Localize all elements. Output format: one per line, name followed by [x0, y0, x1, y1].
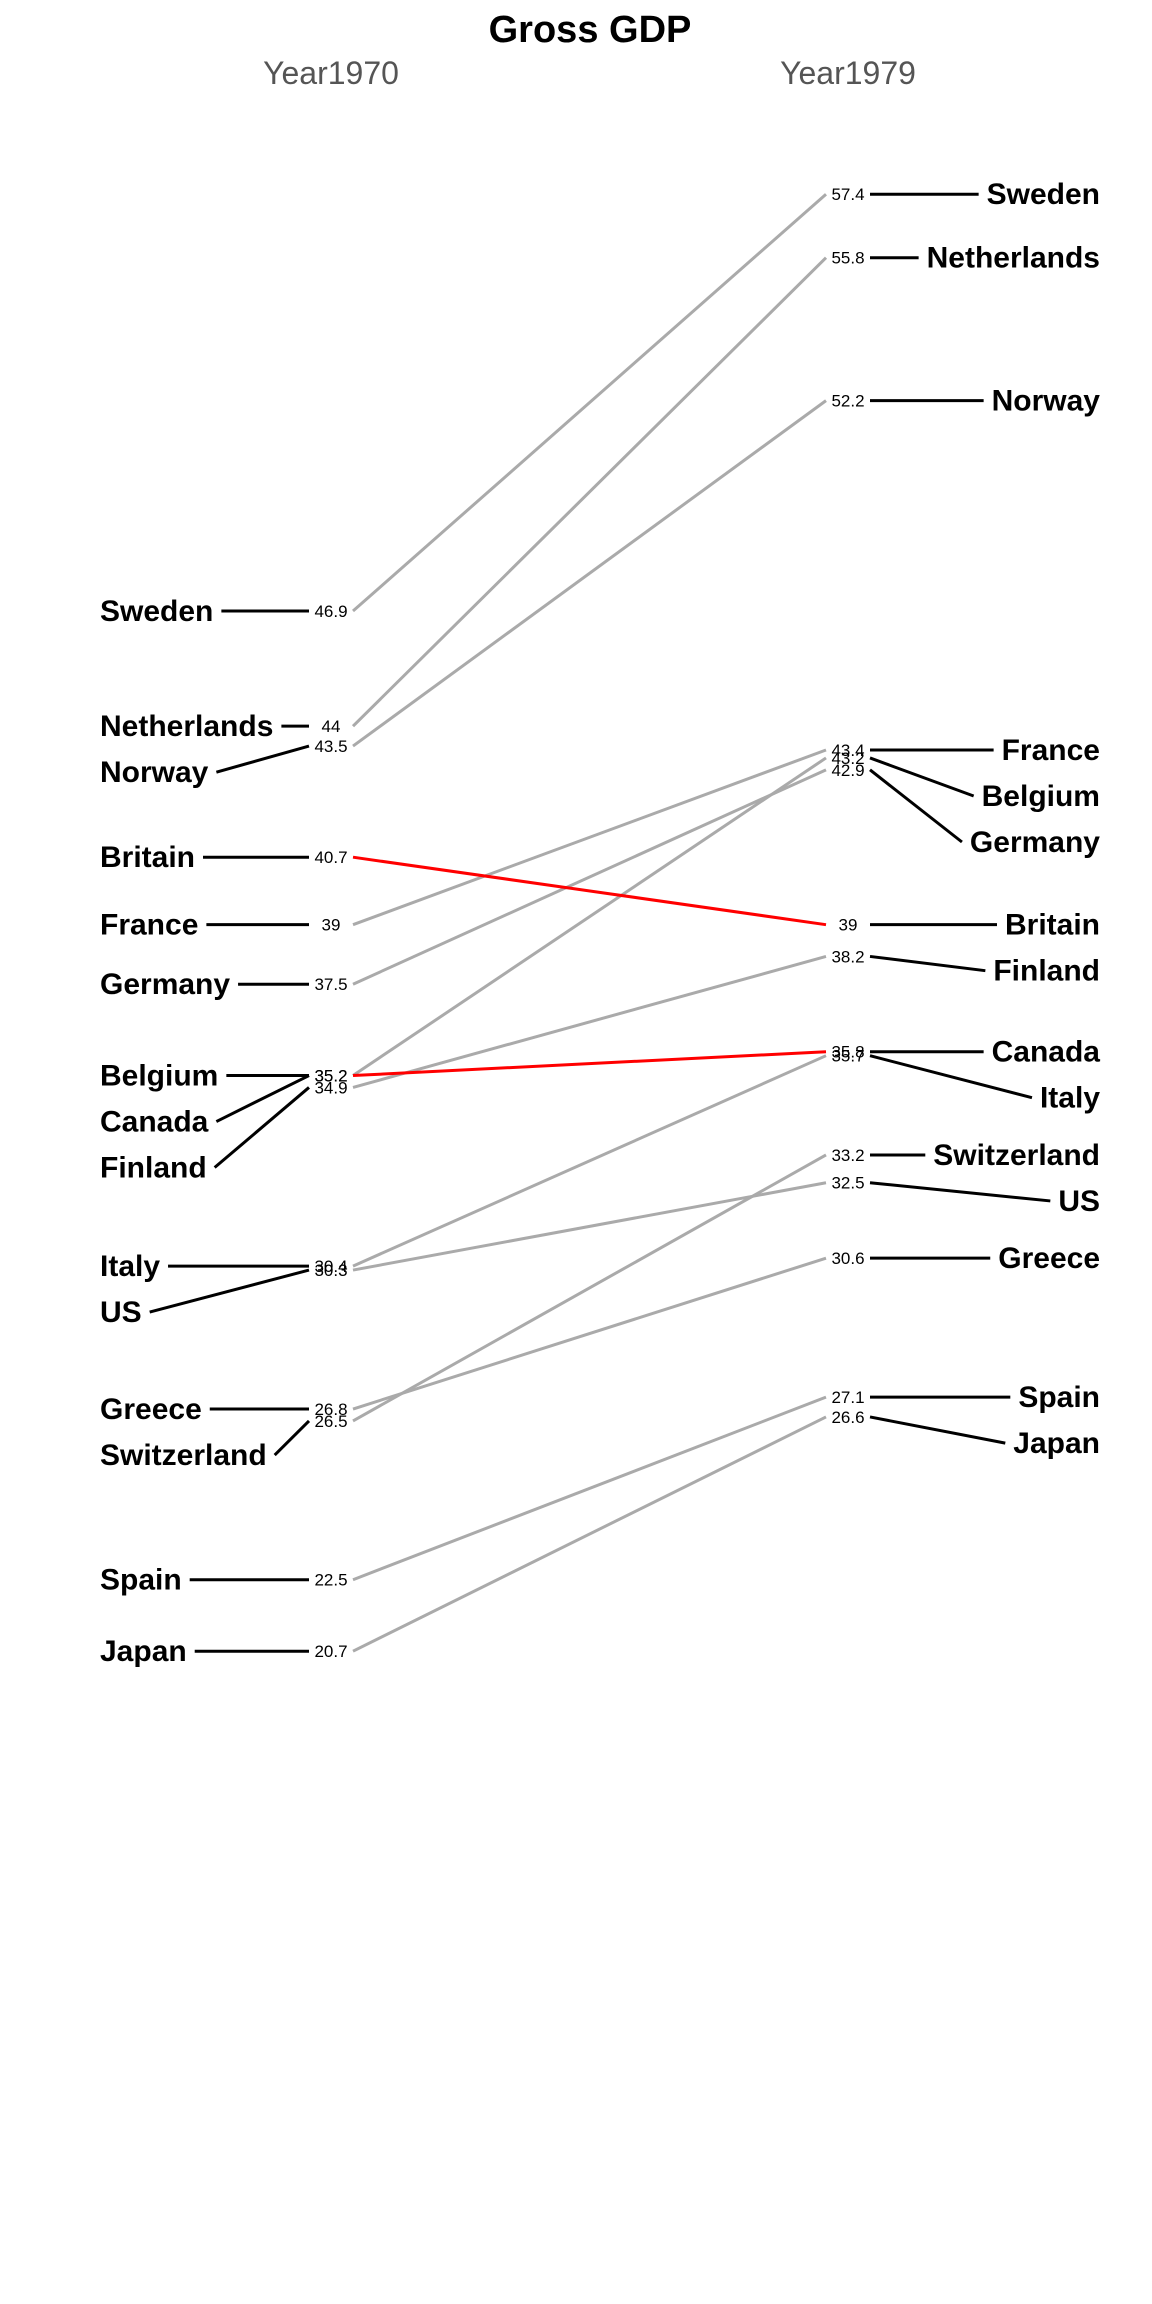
slope-line-france [352, 748, 827, 927]
leader-right-japan [869, 1415, 1006, 1445]
value-1979-italy: 35.7 [831, 1047, 864, 1066]
slope-line-spain [352, 1395, 827, 1582]
label-left-japan: Japan [100, 1635, 187, 1668]
label-left-britain: Britain [100, 841, 195, 874]
value-1970-italy: 30.4 [314, 1257, 347, 1276]
label-right-greece: Greece [998, 1242, 1100, 1275]
slope-line-netherlands [351, 256, 828, 728]
label-left-greece: Greece [100, 1393, 202, 1426]
slope-line-finland [352, 954, 827, 1089]
label-left-belgium: Belgium [100, 1060, 218, 1093]
label-right-belgium: Belgium [982, 780, 1100, 813]
value-1970-sweden: 46.9 [314, 602, 347, 621]
label-right-japan: Japan [1013, 1427, 1100, 1460]
label-right-germany: Germany [970, 826, 1100, 859]
label-right-finland: Finland [993, 955, 1100, 988]
label-right-france: France [1002, 734, 1100, 767]
slope-line-canada [352, 1050, 827, 1078]
column-header-left: Year1970 [263, 55, 399, 91]
label-right-canada: Canada [992, 1036, 1101, 1069]
slope-lines [351, 193, 828, 1653]
label-left-france: France [100, 909, 198, 942]
slope-line-us [352, 1181, 827, 1272]
value-1970-spain: 22.5 [314, 1571, 347, 1590]
value-1979-germany: 42.9 [831, 761, 864, 780]
label-right-switzerland: Switzerland [933, 1139, 1100, 1172]
label-left-italy: Italy [100, 1250, 160, 1283]
slope-line-italy [352, 1054, 827, 1268]
leader-left-canada [215, 1074, 310, 1123]
leader-right-finland [869, 954, 986, 973]
value-1970-greece: 26.8 [314, 1400, 347, 1419]
value-1970-japan: 20.7 [314, 1642, 347, 1661]
leader-right-us [869, 1181, 1051, 1203]
label-left-norway: Norway [100, 756, 209, 789]
leader-left-finland [213, 1086, 310, 1169]
slope-line-belgium [352, 756, 827, 1077]
slope-line-japan [352, 1415, 827, 1653]
slope-line-norway [352, 399, 827, 748]
label-left-us: US [100, 1296, 142, 1329]
slope-line-switzerland [352, 1153, 827, 1423]
value-1970-canada: 35.2 [314, 1067, 347, 1086]
value-1979-belgium: 43.2 [831, 749, 864, 768]
slope-line-germany [352, 768, 827, 986]
label-left-finland: Finland [100, 1152, 207, 1185]
slope-line-britain [352, 855, 827, 927]
value-1979-finland: 38.2 [831, 947, 864, 966]
value-1970-france: 39 [322, 916, 341, 935]
label-left-germany: Germany [100, 968, 230, 1001]
value-1979-canada: 35.8 [831, 1043, 864, 1062]
value-1970-norway: 43.5 [314, 737, 347, 756]
label-left-spain: Spain [100, 1564, 182, 1597]
column-header-right: Year1979 [780, 55, 916, 91]
value-1979-spain: 27.1 [831, 1388, 864, 1407]
value-1979-norway: 52.2 [831, 392, 864, 411]
value-1970-belgium: 35.2 [314, 1067, 347, 1086]
label-right-us: US [1058, 1185, 1100, 1218]
label-right-italy: Italy [1040, 1082, 1100, 1115]
label-left-canada: Canada [100, 1106, 209, 1139]
label-right-norway: Norway [992, 385, 1101, 418]
leader-left-norway [215, 744, 310, 774]
value-1979-switzerland: 33.2 [831, 1146, 864, 1165]
label-leader-lines [149, 192, 1051, 1653]
country-labels: Sweden Sweden Netherlands Netherlands Norway… [100, 178, 1100, 1668]
leader-left-us [149, 1268, 310, 1314]
label-right-britain: Britain [1005, 909, 1100, 942]
slope-line-sweden [352, 193, 827, 613]
leader-left-switzerland [273, 1419, 311, 1457]
value-1979-greece: 30.6 [831, 1249, 864, 1268]
value-1970-netherlands: 44 [322, 717, 341, 736]
label-left-sweden: Sweden [100, 595, 213, 628]
leader-right-germany [869, 768, 963, 844]
label-left-switzerland: Switzerland [100, 1439, 267, 1472]
leader-right-italy [869, 1054, 1033, 1100]
value-1970-germany: 37.5 [314, 975, 347, 994]
value-1970-switzerland: 26.5 [314, 1412, 347, 1431]
value-1970-finland: 34.9 [314, 1078, 347, 1097]
value-1979-japan: 26.6 [831, 1408, 864, 1427]
value-1979-france: 43.4 [831, 741, 864, 760]
value-1979-sweden: 57.4 [831, 185, 864, 204]
label-left-netherlands: Netherlands [100, 710, 273, 743]
value-1979-netherlands: 55.8 [831, 249, 864, 268]
value-1970-britain: 40.7 [314, 848, 347, 867]
label-right-netherlands: Netherlands [927, 242, 1100, 275]
value-1979-britain: 39 [839, 916, 858, 935]
value-1970-us: 30.3 [314, 1261, 347, 1280]
leader-right-belgium [869, 756, 975, 798]
value-labels: 46.9 57.4 44 55.8 43.5 52.2 40.7 39 39 43.4 37.5 42… [314, 185, 864, 1661]
label-right-sweden: Sweden [987, 178, 1100, 211]
slope-line-greece [352, 1256, 827, 1411]
chart-title: Gross GDP [489, 9, 692, 51]
value-1979-us: 32.5 [831, 1174, 864, 1193]
label-right-spain: Spain [1018, 1381, 1100, 1414]
